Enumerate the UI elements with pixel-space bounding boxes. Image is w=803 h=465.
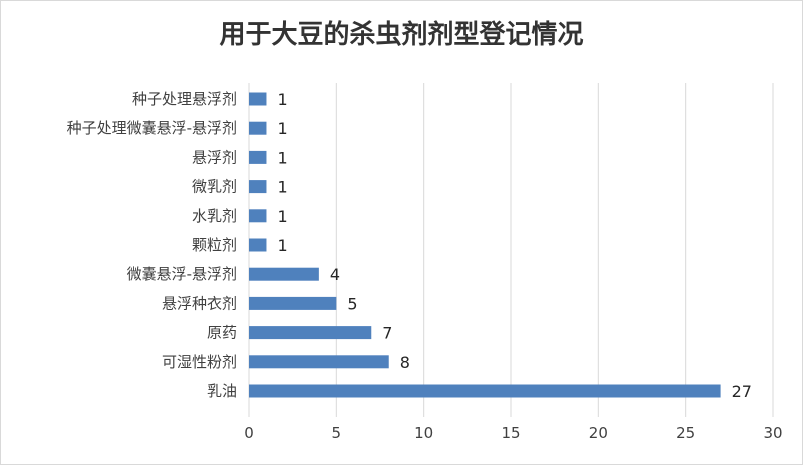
bar — [249, 238, 267, 252]
bar — [249, 296, 337, 310]
data-label: 1 — [277, 90, 287, 109]
category-label: 悬浮种衣剂 — [162, 294, 237, 312]
data-label: 7 — [382, 324, 392, 343]
x-tick-label: 15 — [501, 424, 520, 442]
bar — [249, 355, 389, 369]
category-label: 微囊悬浮-悬浮剂 — [127, 265, 237, 283]
bar — [249, 92, 267, 106]
category-label: 种子处理悬浮剂 — [132, 90, 237, 108]
data-label: 4 — [330, 265, 340, 284]
bar — [249, 267, 319, 281]
data-label: 1 — [277, 207, 287, 226]
category-label: 水乳剂 — [192, 207, 237, 225]
bar — [249, 121, 267, 135]
chart-title: 用于大豆的杀虫剂剂型登记情况 — [219, 20, 584, 50]
bar — [249, 326, 372, 340]
category-label: 种子处理微囊悬浮-悬浮剂 — [67, 119, 237, 137]
x-tick-label: 5 — [332, 424, 342, 442]
grid-lines — [248, 83, 774, 417]
x-tick-label: 0 — [244, 424, 254, 442]
x-tick-label: 25 — [676, 424, 695, 442]
bar — [249, 384, 721, 398]
category-label: 颗粒剂 — [192, 236, 237, 254]
category-label: 悬浮剂 — [192, 148, 237, 166]
x-tick-labels: 0 5 10 15 20 25 30 — [244, 424, 782, 442]
category-label: 原药 — [207, 324, 237, 342]
category-labels: 种子处理悬浮剂种子处理微囊悬浮-悬浮剂悬浮剂微乳剂水乳剂颗粒剂微囊悬浮-悬浮剂悬… — [67, 90, 237, 400]
category-label: 可湿性粉剂 — [162, 353, 237, 371]
x-tick-label: 30 — [763, 424, 782, 442]
data-label: 1 — [277, 178, 287, 197]
bar — [249, 150, 267, 164]
category-label: 乳油 — [207, 382, 237, 400]
data-label: 1 — [277, 119, 287, 138]
x-tick-label: 10 — [414, 424, 433, 442]
category-label: 微乳剂 — [192, 178, 237, 196]
data-label: 5 — [347, 294, 357, 313]
bar — [249, 209, 267, 223]
bar — [249, 180, 267, 194]
data-label: 1 — [277, 148, 287, 167]
data-label: 8 — [400, 353, 410, 372]
bars — [249, 92, 721, 398]
data-label: 1 — [277, 236, 287, 255]
data-labels: 1 1 1 1 1 1 45 78 27 — [277, 90, 751, 401]
x-tick-label: 20 — [589, 424, 608, 442]
data-label: 27 — [732, 382, 752, 401]
